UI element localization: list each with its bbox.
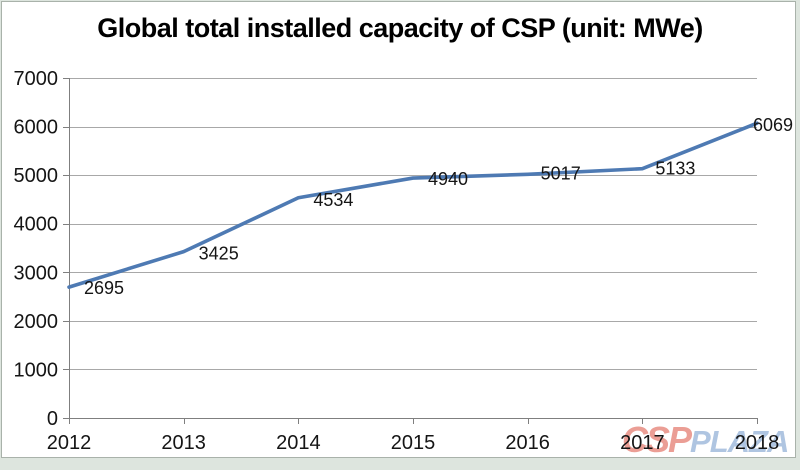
data-label: 2695 bbox=[84, 278, 124, 298]
x-axis-label: 2017 bbox=[620, 432, 665, 454]
y-axis-label: 0 bbox=[47, 408, 58, 430]
chart-frame bbox=[1, 1, 796, 458]
x-axis-label: 2015 bbox=[391, 432, 436, 454]
data-label: 4534 bbox=[313, 190, 353, 210]
x-axis-label: 2016 bbox=[505, 432, 550, 454]
x-axis-label: 2012 bbox=[47, 432, 92, 454]
chart-title: Global total installed capacity of CSP (… bbox=[97, 13, 703, 43]
x-axis-label: 2013 bbox=[161, 432, 206, 454]
y-axis-label: 7000 bbox=[14, 68, 59, 90]
y-axis-label: 4000 bbox=[14, 214, 59, 236]
y-axis-label: 6000 bbox=[14, 117, 59, 139]
data-label: 4940 bbox=[428, 169, 468, 189]
y-axis-label: 5000 bbox=[14, 165, 59, 187]
data-label: 5133 bbox=[655, 159, 695, 179]
y-axis-label: 1000 bbox=[14, 359, 59, 381]
data-label: 5017 bbox=[541, 163, 581, 183]
y-axis-label: 3000 bbox=[14, 262, 59, 284]
x-axis-label: 2014 bbox=[276, 432, 321, 454]
data-label: 6069 bbox=[753, 115, 793, 135]
x-axis-label: 2018 bbox=[735, 432, 780, 454]
y-axis-label: 2000 bbox=[14, 311, 59, 333]
series-line bbox=[67, 121, 759, 289]
data-label: 3425 bbox=[199, 244, 239, 264]
